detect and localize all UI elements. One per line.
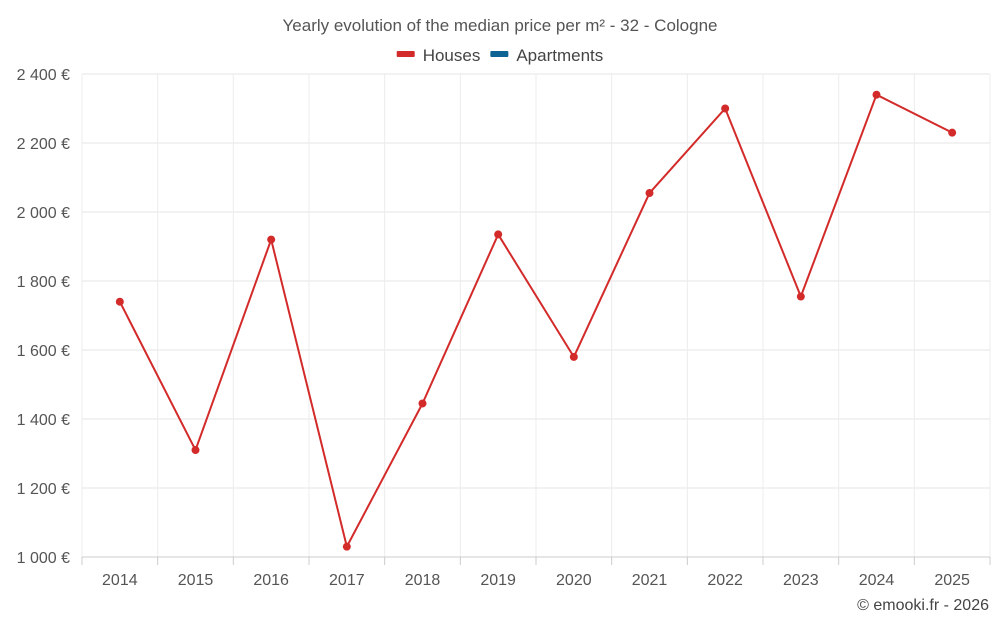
x-tick-label: 2019	[480, 572, 516, 589]
data-point[interactable]	[342, 542, 351, 551]
legend: Houses Apartments	[396, 46, 603, 65]
y-tick-label: 1 200 €	[17, 481, 70, 498]
x-tick-label: 2015	[178, 572, 214, 589]
legend-label: Houses	[423, 46, 481, 65]
y-tick-label: 2 400 €	[17, 67, 70, 84]
data-point[interactable]	[115, 297, 124, 306]
data-point[interactable]	[191, 446, 200, 455]
data-point[interactable]	[796, 292, 805, 301]
x-tick-label: 2023	[783, 572, 819, 589]
credit-text: © emooki.fr - 2026	[857, 597, 989, 614]
x-tick-label: 2018	[405, 572, 441, 589]
y-tick-label: 1 600 €	[17, 343, 70, 360]
data-point[interactable]	[569, 352, 578, 361]
axes: 1 000 € 1 200 € 1 400 € 1 600 € 1 800 € 2 000…	[17, 67, 991, 589]
grid	[81, 73, 991, 558]
x-tick-label: 2024	[859, 572, 895, 589]
legend-swatch	[396, 51, 415, 57]
y-tick-label: 1 000 €	[17, 550, 70, 567]
series-line-houses	[118, 93, 953, 548]
x-tick-label: 2017	[329, 572, 365, 589]
x-tick-label: 2016	[253, 572, 289, 589]
legend-label: Apartments	[516, 46, 603, 65]
x-tick-label: 2021	[632, 572, 668, 589]
y-tick-label: 2 200 €	[17, 136, 70, 153]
legend-swatch	[490, 51, 509, 57]
x-tick-label: 2014	[102, 572, 138, 589]
y-tick-label: 2 000 €	[17, 205, 70, 222]
legend-item-houses[interactable]: Houses	[396, 46, 481, 65]
y-tick-label: 1 800 €	[17, 274, 70, 291]
series-layer	[115, 90, 957, 551]
data-point[interactable]	[494, 230, 503, 239]
y-tick-label: 1 400 €	[17, 412, 70, 429]
x-tick-label: 2020	[556, 572, 592, 589]
data-point[interactable]	[267, 235, 276, 244]
data-point[interactable]	[721, 104, 730, 113]
data-point[interactable]	[418, 399, 427, 408]
legend-item-apartments[interactable]: Apartments	[490, 46, 603, 65]
x-tick-label: 2025	[934, 572, 970, 589]
x-tick-label: 2022	[707, 572, 743, 589]
data-point[interactable]	[645, 189, 654, 198]
data-point[interactable]	[948, 128, 957, 137]
chart-title: Yearly evolution of the median price per…	[283, 16, 718, 35]
data-point[interactable]	[872, 90, 881, 99]
